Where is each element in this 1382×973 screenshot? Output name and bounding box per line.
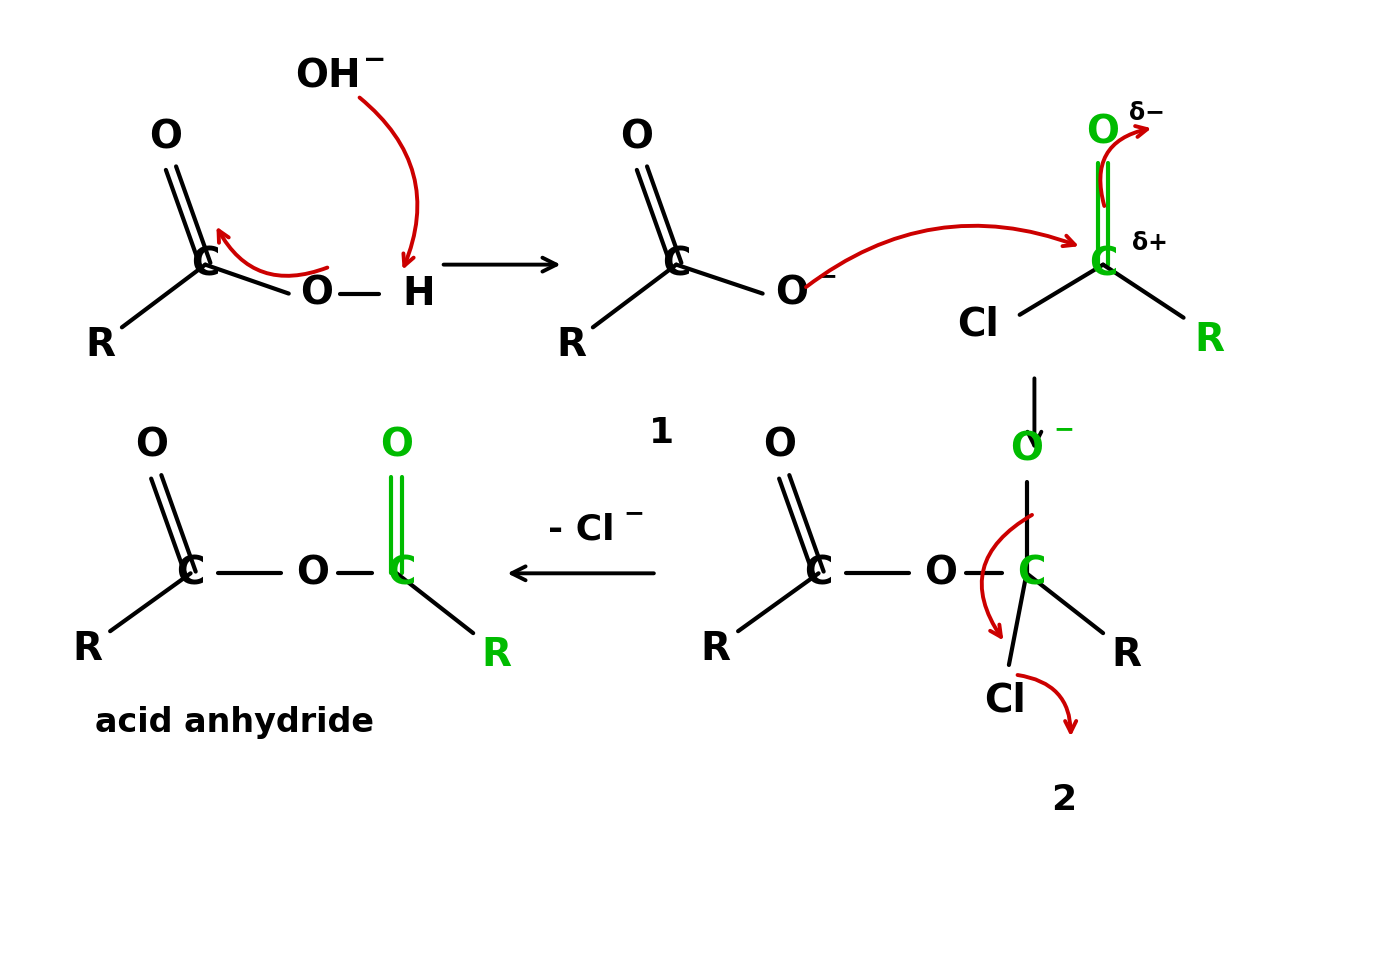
Text: O: O [135,426,167,464]
Text: δ−: δ− [1129,101,1165,126]
Text: O: O [1010,431,1043,469]
Text: - Cl: - Cl [547,513,615,547]
Text: R: R [482,636,511,674]
Text: O: O [775,274,808,312]
Text: R: R [1194,321,1224,359]
Text: C: C [387,555,416,593]
Text: R: R [557,326,586,364]
Text: 1: 1 [650,416,674,450]
Text: C: C [191,245,220,283]
Text: 2: 2 [1052,783,1077,817]
Text: R: R [701,630,731,667]
Text: O: O [763,426,796,464]
Text: C: C [1089,245,1118,283]
Text: O: O [300,274,333,312]
Text: R: R [86,326,115,364]
Text: O: O [149,119,182,157]
Text: C: C [1017,555,1046,593]
Text: Cl: Cl [984,682,1025,720]
Text: C: C [804,555,833,593]
Text: O: O [621,119,654,157]
Text: O: O [1086,114,1119,152]
Text: R: R [1111,636,1142,674]
Text: −: − [363,46,387,74]
Text: R: R [73,630,102,667]
Text: H: H [402,274,434,312]
Text: O: O [380,426,413,464]
Text: δ+: δ+ [1132,232,1168,255]
Text: O: O [296,555,329,593]
Text: O: O [923,555,956,593]
Text: −: − [1053,416,1074,441]
Text: −: − [623,501,644,525]
Text: Cl: Cl [956,306,998,343]
Text: C: C [662,245,691,283]
Text: −: − [815,265,837,288]
Text: acid anhydride: acid anhydride [95,706,375,739]
Text: C: C [177,555,205,593]
Text: OH: OH [296,57,361,95]
